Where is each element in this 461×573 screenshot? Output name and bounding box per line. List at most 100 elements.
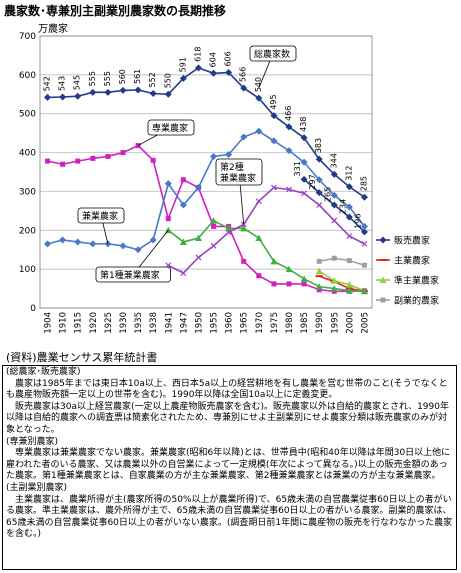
data-point bbox=[75, 158, 81, 164]
legend-marker bbox=[379, 259, 387, 261]
data-point bbox=[330, 191, 338, 199]
x-tick-label: 1980 bbox=[285, 312, 295, 334]
data-point bbox=[241, 258, 247, 264]
data-point bbox=[60, 161, 66, 167]
data-point bbox=[240, 133, 248, 141]
callout-label: 兼業農家 bbox=[82, 210, 118, 222]
data-label: 604 bbox=[209, 52, 218, 67]
x-tick-label: 1910 bbox=[59, 312, 69, 334]
data-point bbox=[346, 258, 352, 264]
data-point bbox=[255, 234, 263, 242]
data-point bbox=[119, 242, 127, 250]
data-point bbox=[345, 287, 353, 294]
data-point bbox=[361, 240, 368, 247]
data-point bbox=[119, 86, 127, 94]
notes-paragraph: 販売農家は30a以上経営農家(一定以上農産物販売農家を含む)。販売農家以外は自給… bbox=[6, 401, 449, 435]
data-point bbox=[360, 193, 368, 201]
legend-label: 主業農家 bbox=[394, 255, 430, 267]
y-tick-label: 200 bbox=[19, 226, 36, 236]
data-point bbox=[316, 258, 322, 264]
data-label: 606 bbox=[224, 51, 233, 66]
x-tick-label: 1960 bbox=[225, 312, 235, 334]
data-point bbox=[44, 240, 52, 248]
x-tick-label: 1947 bbox=[179, 312, 189, 334]
data-point bbox=[286, 186, 292, 193]
data-point bbox=[330, 277, 338, 284]
x-tick-label: 1995 bbox=[330, 312, 340, 334]
data-point bbox=[179, 74, 187, 82]
y-tick-label: 100 bbox=[19, 265, 36, 275]
y-unit-label: 万農家 bbox=[38, 22, 68, 35]
data-point bbox=[149, 236, 157, 244]
data-point bbox=[270, 112, 278, 120]
data-point bbox=[315, 267, 323, 275]
data-point bbox=[105, 153, 111, 159]
data-point bbox=[301, 190, 308, 197]
x-tick-label: 1904 bbox=[44, 312, 54, 334]
notes-heading: (専兼別農家) bbox=[6, 436, 59, 447]
data-point bbox=[360, 287, 368, 295]
data-point bbox=[180, 177, 186, 183]
notes-paragraph: 専業農家は兼業農家でない農家。兼業農家(昭和6年以降)とは、世帯員中(昭和40年… bbox=[6, 448, 451, 482]
x-tick-label: 1935 bbox=[134, 312, 144, 334]
notes-heading: (総農家･販売農家) bbox=[6, 367, 81, 377]
data-point bbox=[194, 64, 202, 72]
legend-label: 準主業農家 bbox=[394, 275, 439, 287]
data-label: 540 bbox=[254, 77, 263, 92]
y-tick-label: 300 bbox=[19, 187, 36, 197]
callout-label: 第2種 bbox=[220, 161, 244, 173]
callout-box bbox=[147, 119, 195, 136]
data-point bbox=[300, 175, 308, 183]
data-point bbox=[270, 137, 278, 145]
data-point bbox=[210, 69, 218, 77]
data-label: 297 bbox=[308, 174, 317, 189]
legend-label: 副業的農家 bbox=[394, 295, 439, 307]
data-point bbox=[316, 202, 323, 208]
y-tick-label: 400 bbox=[19, 149, 36, 159]
data-point bbox=[330, 170, 338, 178]
notes-heading: (主副業別農家) bbox=[6, 482, 68, 493]
series-line bbox=[47, 66, 365, 198]
series-line bbox=[47, 144, 365, 293]
data-point bbox=[346, 233, 353, 240]
data-label: 550 bbox=[163, 73, 172, 88]
data-point bbox=[285, 147, 293, 155]
data-point bbox=[74, 238, 82, 246]
data-point bbox=[256, 273, 262, 279]
data-point bbox=[270, 184, 277, 191]
data-label: 331 bbox=[293, 161, 302, 176]
data-label: 552 bbox=[148, 72, 157, 87]
x-tick-label: 2005 bbox=[360, 312, 370, 334]
y-tick-label: 700 bbox=[19, 32, 36, 42]
legend-marker bbox=[379, 236, 387, 244]
chart-title: 農家数･専兼別主副業別農家数の長期推移 bbox=[4, 4, 227, 18]
x-tick-label: 1975 bbox=[270, 312, 280, 334]
notes-paragraph: 農家は1985年までは東日本10a以上、西日本5a以上の経営耕地を有し農業を営む… bbox=[6, 378, 448, 401]
data-label: 438 bbox=[299, 117, 308, 132]
data-point bbox=[240, 84, 248, 92]
plot-frame bbox=[39, 35, 373, 309]
data-point bbox=[255, 198, 262, 205]
data-point bbox=[179, 201, 187, 209]
data-point bbox=[315, 283, 323, 290]
x-tick-label: 1955 bbox=[210, 312, 220, 334]
series-line bbox=[47, 130, 366, 251]
x-tick-label: 1930 bbox=[119, 312, 129, 334]
data-point bbox=[360, 222, 368, 230]
data-point bbox=[45, 158, 51, 164]
data-label: 545 bbox=[73, 75, 82, 90]
x-tick-label: 1941 bbox=[164, 312, 174, 334]
data-point bbox=[150, 157, 156, 163]
series-line bbox=[167, 219, 365, 293]
data-point bbox=[44, 93, 52, 101]
x-tick-label: 1925 bbox=[104, 312, 114, 334]
data-point bbox=[211, 223, 217, 229]
data-point bbox=[285, 123, 293, 131]
data-point bbox=[59, 93, 67, 101]
data-point bbox=[271, 281, 277, 287]
data-label: 542 bbox=[43, 76, 52, 91]
notes-paragraph: 主業農家は、農業所得が主(農家所得の50%以上が農業所得)で、65歳未満の自営農… bbox=[6, 494, 453, 540]
series-line bbox=[318, 270, 365, 292]
data-point bbox=[315, 176, 323, 184]
data-point bbox=[104, 88, 112, 96]
